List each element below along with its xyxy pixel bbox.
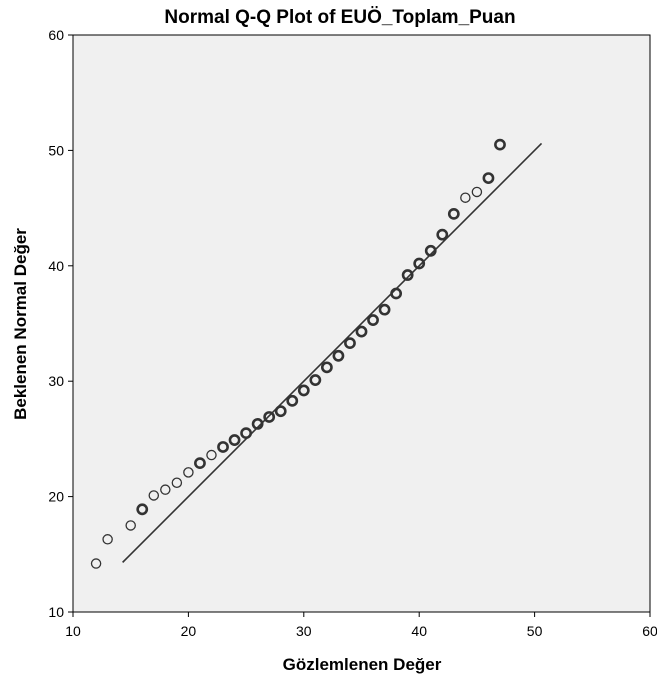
data-point — [471, 186, 483, 198]
data-point — [297, 384, 310, 397]
y-axis-label: Beklenen Normal Değer — [11, 228, 30, 420]
chart-title: Normal Q-Q Plot of EUÖ_Toplam_Puan — [164, 7, 515, 28]
data-point — [390, 287, 403, 300]
data-point — [274, 405, 287, 418]
data-point — [206, 449, 217, 461]
data-point — [102, 534, 113, 545]
points-layer — [90, 138, 506, 569]
data-point — [378, 303, 391, 316]
y-tick-label: 60 — [48, 27, 64, 43]
data-point — [344, 337, 356, 350]
x-tick-label: 30 — [296, 623, 312, 639]
data-point — [367, 314, 379, 326]
x-tick-label: 20 — [181, 623, 197, 639]
data-point — [436, 228, 449, 241]
x-tick-label: 60 — [642, 623, 657, 639]
data-point — [217, 441, 229, 453]
data-point — [251, 417, 264, 430]
x-tick-label: 40 — [411, 623, 427, 639]
y-tick-label: 50 — [48, 142, 64, 158]
reference-line-layer — [122, 142, 543, 563]
data-point — [160, 484, 171, 495]
data-point — [136, 503, 149, 516]
data-point — [494, 138, 506, 151]
x-tick-label: 10 — [65, 623, 81, 639]
data-point — [355, 325, 368, 338]
data-point — [320, 361, 333, 374]
data-point — [460, 192, 471, 203]
x-axis-label: Gözlemlenen Değer — [283, 655, 442, 674]
data-point — [424, 244, 437, 257]
data-point — [194, 457, 206, 470]
y-tick-label: 40 — [48, 258, 64, 274]
data-point — [332, 349, 345, 362]
data-point — [447, 207, 460, 220]
y-tick-label: 20 — [48, 489, 64, 505]
data-point — [309, 374, 322, 386]
data-point — [183, 467, 194, 478]
y-tick-label: 30 — [48, 373, 64, 389]
data-point — [263, 411, 276, 423]
data-point — [148, 490, 160, 501]
axes-layer: 10 20 30 40 50 60 10 20 30 40 50 60 — [48, 27, 657, 639]
data-point — [228, 434, 241, 446]
reference-line — [122, 142, 543, 563]
data-point — [90, 558, 102, 569]
data-point — [240, 427, 252, 440]
data-point — [401, 269, 414, 281]
data-point — [171, 477, 183, 489]
data-point — [286, 394, 299, 407]
y-tick-label: 10 — [48, 604, 64, 620]
x-tick-label: 50 — [527, 623, 543, 639]
data-point — [413, 257, 426, 270]
data-point — [125, 520, 136, 531]
data-point — [482, 172, 495, 184]
